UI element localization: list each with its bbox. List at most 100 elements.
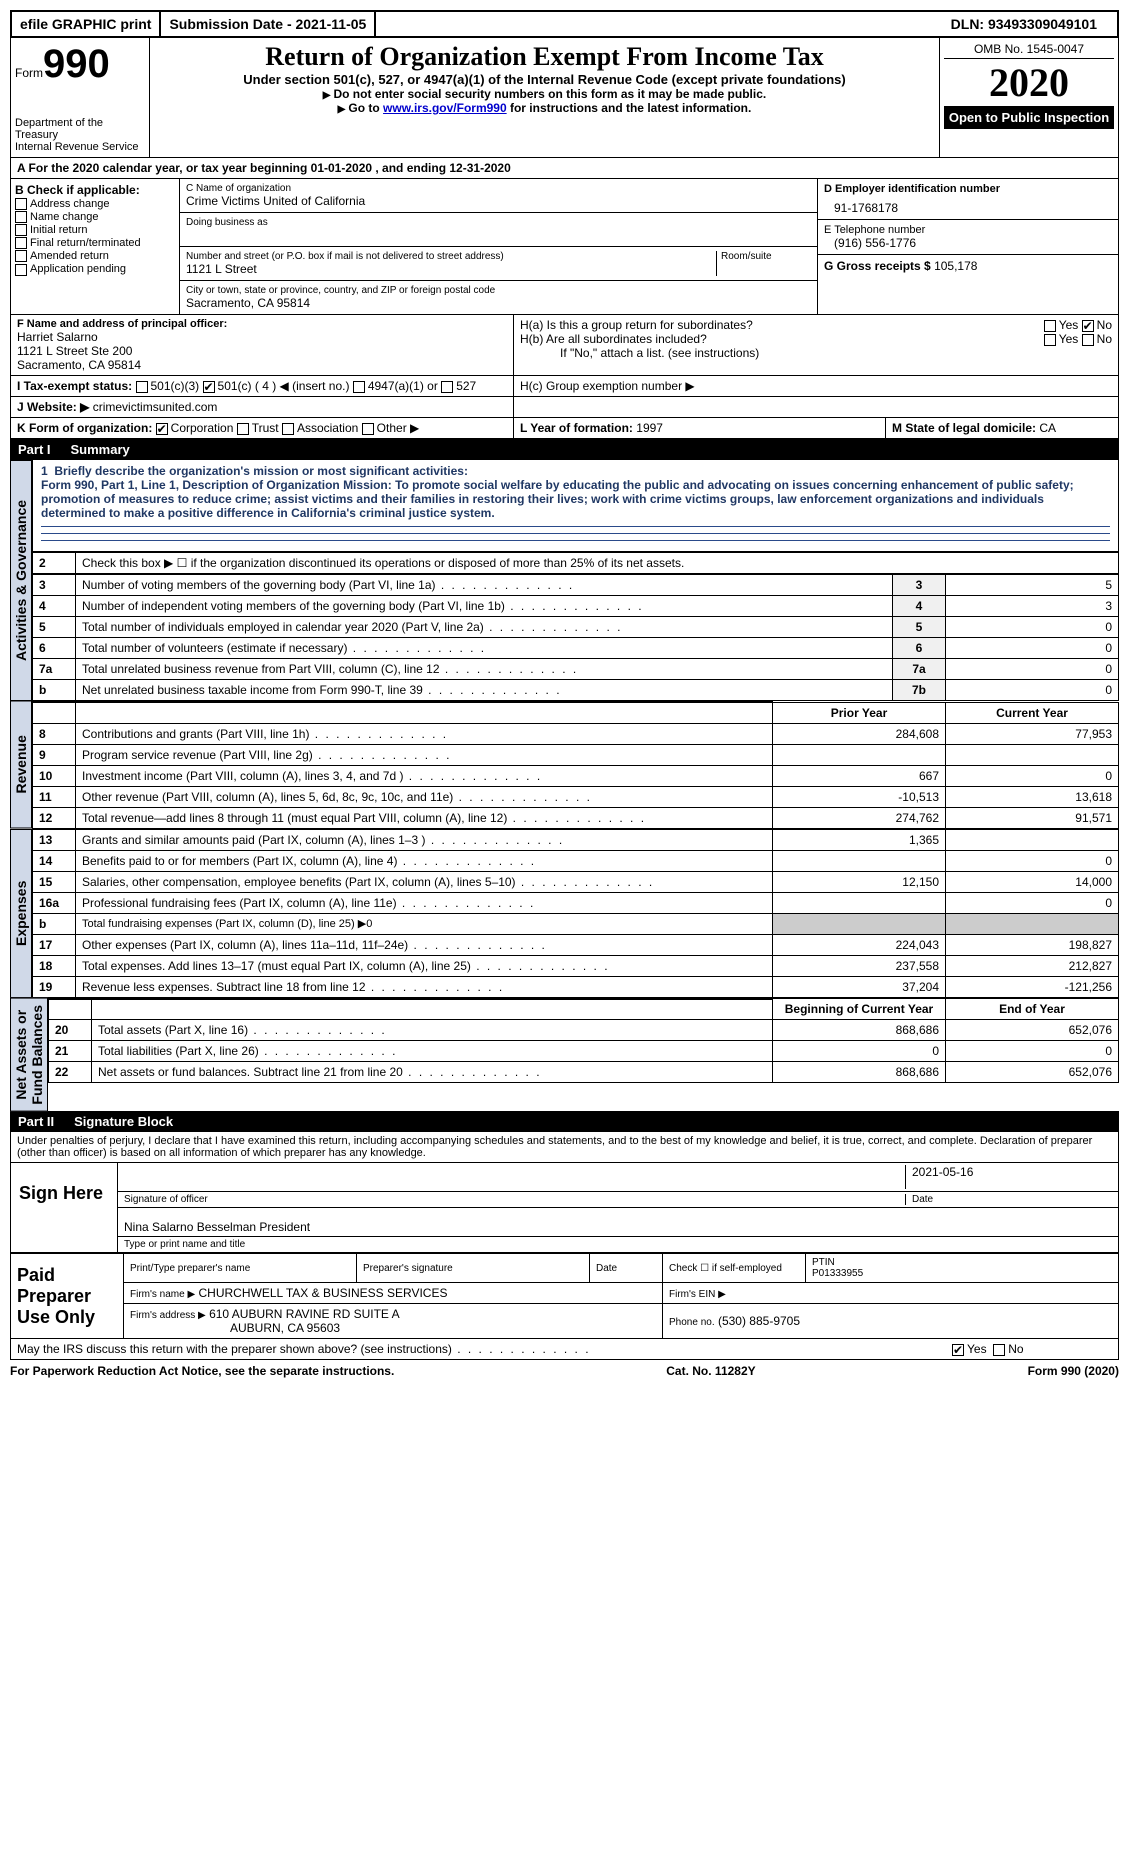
no-label: No	[1008, 1342, 1023, 1356]
checkbox-icon[interactable]	[1082, 334, 1094, 346]
footer-left: For Paperwork Reduction Act Notice, see …	[10, 1364, 394, 1378]
line-val: 0	[946, 680, 1119, 701]
preparer-block: Paid Preparer Use Only Print/Type prepar…	[10, 1253, 1119, 1339]
part1-title: Summary	[71, 442, 130, 457]
year-formation: 1997	[636, 421, 663, 435]
prior-val: 37,204	[773, 976, 946, 997]
checkbox-icon[interactable]	[1044, 334, 1056, 346]
officer-name: Harriet Salarno	[17, 330, 507, 344]
submission-date: Submission Date - 2021-11-05	[161, 12, 376, 36]
officer-addr2: Sacramento, CA 95814	[17, 358, 507, 372]
line-desc: Total fundraising expenses (Part IX, col…	[76, 913, 773, 934]
paid-preparer-label: Paid Preparer Use Only	[11, 1254, 124, 1339]
line-num: 13	[33, 829, 76, 850]
checkbox-icon[interactable]	[156, 423, 168, 435]
prior-val: 868,686	[773, 1020, 946, 1041]
sign-here-block: Sign Here 2021-05-16 Signature of office…	[10, 1163, 1119, 1253]
line-desc: Program service revenue (Part VIII, line…	[76, 744, 773, 765]
line-desc: Total expenses. Add lines 13–17 (must eq…	[76, 955, 773, 976]
city-state-zip: Sacramento, CA 95814	[186, 296, 811, 310]
discuss-label: May the IRS discuss this return with the…	[17, 1342, 452, 1356]
hb-label: H(b) Are all subordinates included?	[520, 332, 707, 346]
checkbox-icon[interactable]	[15, 264, 27, 276]
officer-printed: Nina Salarno Besselman President	[124, 1220, 310, 1234]
curr-val: 0	[946, 1041, 1119, 1062]
checkbox-icon[interactable]	[952, 1344, 964, 1356]
footer-right: Form 990 (2020)	[1028, 1364, 1119, 1378]
line-num: 21	[49, 1041, 92, 1062]
prior-val	[773, 744, 946, 765]
row-j-label: J Website: ▶	[17, 400, 89, 414]
line-ref: 7b	[893, 680, 946, 701]
checkbox-icon[interactable]	[441, 381, 453, 393]
checkbox-icon[interactable]	[15, 224, 27, 236]
curr-val: 652,076	[946, 1020, 1119, 1041]
checkbox-icon[interactable]	[15, 237, 27, 249]
box-deg: D Employer identification number 91-1768…	[818, 179, 1118, 314]
col-curr: End of Year	[946, 999, 1119, 1020]
line-num: 7a	[33, 659, 76, 680]
checkbox-icon[interactable]	[15, 198, 27, 210]
vlabel-revenue: Revenue	[10, 701, 32, 829]
opt-corp: Corporation	[171, 421, 234, 435]
opt-527: 527	[456, 379, 476, 393]
line-desc: Total number of volunteers (estimate if …	[76, 638, 893, 659]
phone: (916) 556-1776	[824, 236, 1112, 250]
opt-4947: 4947(a)(1) or	[368, 379, 438, 393]
prior-val: 12,150	[773, 871, 946, 892]
line-desc: Revenue less expenses. Subtract line 18 …	[76, 976, 773, 997]
checkbox-icon[interactable]	[362, 423, 374, 435]
line-num: b	[33, 680, 76, 701]
checkbox-icon[interactable]	[353, 381, 365, 393]
revenue-table: Prior Year Current Year8 Contributions a…	[32, 701, 1119, 829]
form-title: Return of Organization Exempt From Incom…	[154, 42, 935, 72]
checkbox-icon[interactable]	[1082, 320, 1094, 332]
prior-val: 868,686	[773, 1062, 946, 1083]
line-desc: Benefits paid to or for members (Part IX…	[76, 850, 773, 871]
curr-val: 0	[946, 892, 1119, 913]
cb-initial: Initial return	[30, 224, 87, 236]
firm-addr-label: Firm's address ▶	[130, 1310, 206, 1321]
curr-val: 0	[946, 765, 1119, 786]
line-num: 5	[33, 617, 76, 638]
firm-addr2: AUBURN, CA 95603	[130, 1321, 340, 1335]
line-ref: 6	[893, 638, 946, 659]
checkbox-icon[interactable]	[1044, 320, 1056, 332]
curr-val: 91,571	[946, 807, 1119, 828]
line-num: 15	[33, 871, 76, 892]
line-desc: Professional fundraising fees (Part IX, …	[76, 892, 773, 913]
prep-check-label: Check ☐ if self-employed	[663, 1254, 806, 1283]
line-num: 16a	[33, 892, 76, 913]
irs-link[interactable]: www.irs.gov/Form990	[383, 101, 507, 115]
checkbox-icon[interactable]	[282, 423, 294, 435]
line-desc: Total liabilities (Part X, line 26)	[92, 1041, 773, 1062]
form-subtitle: Under section 501(c), 527, or 4947(a)(1)…	[154, 72, 935, 87]
checkbox-icon[interactable]	[15, 250, 27, 262]
firm-name-label: Firm's name ▶	[130, 1289, 195, 1300]
street-address: 1121 L Street	[186, 262, 712, 276]
prior-val: 1,365	[773, 829, 946, 850]
hb-note: If "No," attach a list. (see instruction…	[520, 346, 1112, 360]
room-label: Room/suite	[717, 251, 811, 276]
omb-number: OMB No. 1545-0047	[944, 42, 1114, 59]
checkbox-icon[interactable]	[136, 381, 148, 393]
prior-val: 667	[773, 765, 946, 786]
section-revenue: Revenue Prior Year Current Year8 Contrib…	[10, 701, 1119, 829]
line-num: 17	[33, 934, 76, 955]
checkbox-icon[interactable]	[203, 381, 215, 393]
checkbox-icon[interactable]	[993, 1344, 1005, 1356]
curr-val: 198,827	[946, 934, 1119, 955]
line-desc: Investment income (Part VIII, column (A)…	[76, 765, 773, 786]
box-c-label: C Name of organization	[186, 183, 811, 194]
checkbox-icon[interactable]	[237, 423, 249, 435]
section-expenses: Expenses 13 Grants and similar amounts p…	[10, 829, 1119, 998]
line-num: 10	[33, 765, 76, 786]
box-b: B Check if applicable: Address change Na…	[11, 179, 180, 314]
note-goto-pre: Go to	[348, 101, 383, 115]
line-num: 3	[33, 575, 76, 596]
yes-label: Yes	[967, 1342, 987, 1356]
arrow-icon	[338, 101, 349, 115]
checkbox-icon[interactable]	[15, 211, 27, 223]
expenses-table: 13 Grants and similar amounts paid (Part…	[32, 829, 1119, 998]
prior-val: 224,043	[773, 934, 946, 955]
